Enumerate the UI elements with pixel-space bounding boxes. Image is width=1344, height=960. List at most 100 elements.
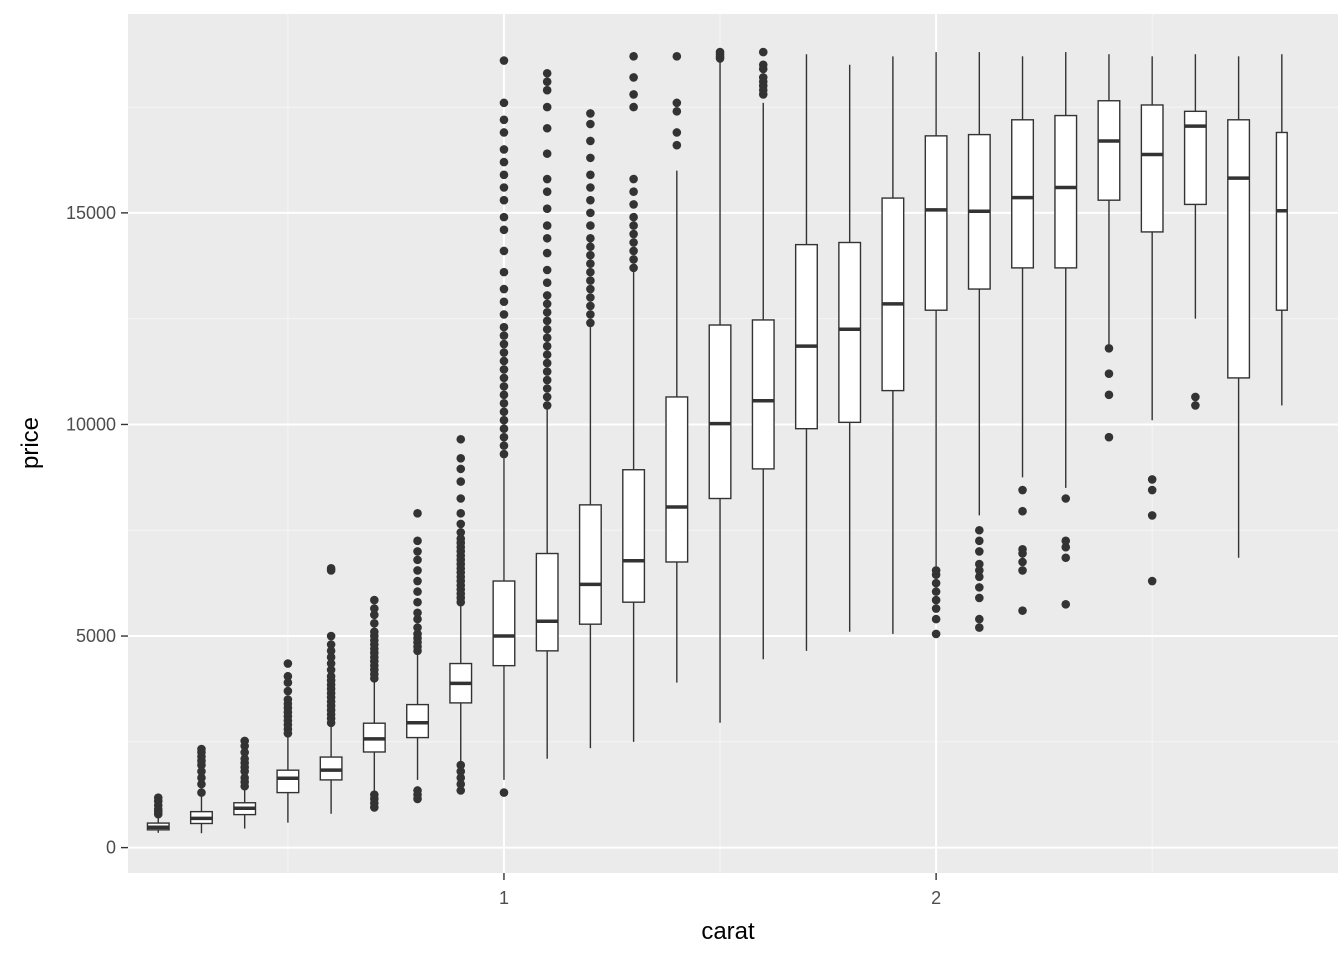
outlier-point — [456, 773, 466, 783]
outlier-point — [283, 678, 293, 687]
outlier-point — [456, 767, 466, 776]
outlier-point — [499, 339, 509, 349]
outlier-point — [1061, 542, 1071, 552]
box-iqr — [1054, 114, 1078, 269]
outlier-point — [542, 316, 552, 326]
box-group — [751, 47, 775, 660]
outlier-point — [629, 187, 638, 197]
outlier-point — [499, 297, 509, 307]
box-iqr — [794, 243, 818, 430]
outlier-point — [370, 610, 379, 620]
outlier-point — [456, 509, 466, 518]
outlier-point — [197, 773, 206, 783]
outlier-point — [672, 107, 682, 116]
outlier-point — [586, 250, 595, 260]
outlier-point — [413, 547, 422, 556]
outlier-point — [1061, 553, 1071, 563]
outlier-point — [1191, 392, 1200, 402]
outlier-point — [542, 68, 552, 78]
outlier-point — [542, 341, 552, 351]
box-group — [967, 52, 991, 632]
outlier-point — [499, 267, 509, 277]
box-group — [319, 564, 343, 814]
box-group — [233, 736, 257, 829]
outlier-point — [326, 671, 336, 681]
outlier-point — [931, 587, 941, 596]
outlier-point — [456, 519, 466, 529]
box-group — [1054, 52, 1078, 609]
box-group — [1011, 56, 1035, 615]
outlier-point — [370, 619, 379, 628]
outlier-point — [499, 432, 509, 442]
outlier-point — [499, 331, 509, 340]
box-group — [622, 52, 646, 742]
y-tick-label: 5000 — [76, 626, 116, 646]
box-iqr — [838, 241, 862, 424]
outlier-point — [413, 786, 422, 795]
outlier-point — [499, 128, 509, 137]
outlier-point — [629, 73, 638, 82]
outlier-point — [542, 324, 552, 334]
outlier-point — [326, 659, 336, 668]
outlier-point — [499, 145, 509, 154]
outlier-point — [283, 671, 293, 681]
outlier-point — [975, 566, 984, 575]
outlier-point — [586, 233, 595, 243]
outlier-point — [499, 98, 509, 108]
outlier-point — [499, 365, 509, 374]
outlier-point — [629, 246, 638, 256]
boxes — [146, 47, 1288, 834]
outlier-point — [499, 390, 509, 400]
outlier-point — [542, 204, 552, 213]
outlier-point — [499, 284, 509, 294]
outlier-point — [629, 255, 638, 264]
outlier-point — [413, 509, 422, 518]
outlier-point — [586, 284, 595, 294]
outlier-point — [542, 265, 552, 275]
outlier-point — [586, 195, 595, 205]
outlier-point — [456, 760, 466, 770]
outlier-point — [672, 52, 682, 61]
outlier-point — [499, 310, 509, 319]
plot-panel — [128, 14, 1338, 873]
outlier-point — [629, 174, 638, 184]
outlier-point — [975, 547, 984, 556]
outlier-point — [283, 659, 293, 668]
outlier-point — [758, 73, 768, 82]
outlier-point — [975, 559, 984, 569]
box-group — [535, 68, 559, 759]
outlier-point — [931, 614, 941, 624]
outlier-point — [975, 572, 984, 582]
axes: 0 5000 10000 15000 1 2 — [66, 203, 941, 908]
outlier-point — [586, 242, 595, 252]
y-tick-label: 10000 — [66, 414, 116, 434]
outlier-point — [1018, 557, 1027, 567]
outlier-point — [499, 382, 509, 391]
y-tick-label: 15000 — [66, 203, 116, 223]
outlier-point — [1147, 475, 1157, 484]
box-group — [838, 64, 862, 632]
outlier-point — [370, 790, 379, 800]
outlier-point — [1104, 432, 1114, 442]
outlier-point — [586, 318, 595, 328]
outlier-point — [629, 238, 638, 247]
box-group — [1183, 54, 1207, 410]
outlier-point — [499, 424, 509, 433]
outlier-point — [586, 259, 595, 268]
outlier-point — [629, 229, 638, 239]
outlier-point — [542, 350, 552, 359]
outlier-point — [499, 788, 509, 797]
outlier-point — [672, 140, 682, 150]
outlier-point — [542, 85, 552, 95]
outlier-point — [586, 136, 595, 146]
outlier-point — [283, 686, 293, 696]
outlier-point — [197, 779, 206, 789]
outlier-point — [542, 392, 552, 402]
outlier-point — [586, 310, 595, 319]
outlier-point — [715, 47, 725, 57]
outlier-point — [542, 308, 552, 317]
outlier-point — [1104, 390, 1114, 400]
outlier-point — [1104, 343, 1114, 353]
box-group — [1227, 56, 1251, 558]
